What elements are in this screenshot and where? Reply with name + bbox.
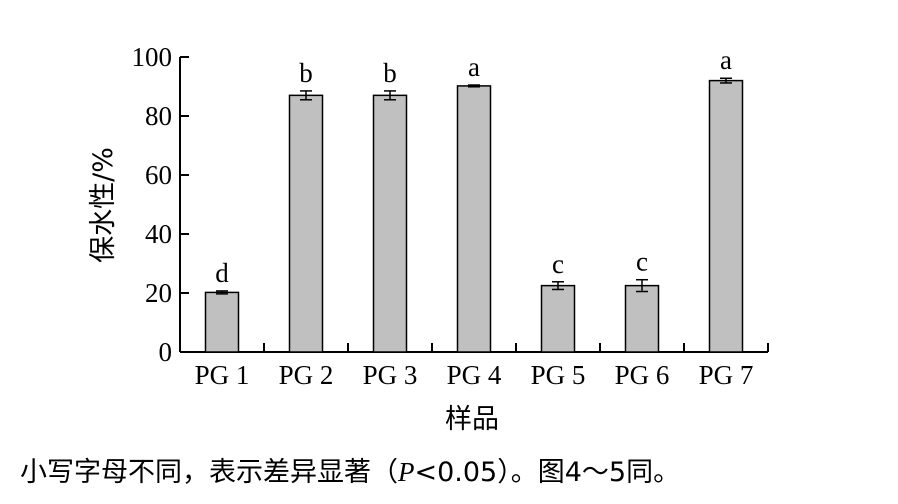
y-tick-label: 80 bbox=[145, 101, 172, 131]
y-axis: 0 20 40 60 80 100 bbox=[132, 42, 189, 367]
p-symbol: P bbox=[398, 457, 415, 487]
bar bbox=[708, 79, 744, 353]
bars: d b b a c c a bbox=[204, 45, 744, 353]
significance-letter: a bbox=[468, 52, 480, 82]
bar bbox=[624, 284, 660, 353]
x-tick-label: PG 7 bbox=[699, 360, 754, 390]
x-tick-label: PG 5 bbox=[531, 360, 586, 390]
x-tick-label: PG 4 bbox=[447, 360, 502, 390]
note-text-after: <0.05）。图4～5同。 bbox=[414, 457, 681, 488]
x-axis: PG 1 PG 2 PG 3 PG 4 PG 5 PG 6 PG 7 bbox=[180, 343, 769, 390]
x-tick-label: PG 3 bbox=[363, 360, 418, 390]
x-tick-label: PG 1 bbox=[195, 360, 250, 390]
bar bbox=[288, 94, 324, 353]
bar bbox=[456, 85, 492, 353]
bar bbox=[540, 284, 576, 353]
x-tick-label: PG 6 bbox=[615, 360, 670, 390]
y-tick-label: 60 bbox=[145, 160, 172, 190]
y-axis-title: 保水性/% bbox=[88, 147, 119, 263]
y-tick-label: 20 bbox=[145, 278, 172, 308]
y-tick-label: 0 bbox=[159, 337, 173, 367]
note-text-before: 小写字母不同，表示差异显著（ bbox=[20, 457, 398, 488]
bar bbox=[204, 291, 240, 353]
bar bbox=[372, 94, 408, 353]
figure-note: 小写字母不同，表示差异显著（P<0.05）。图4～5同。 bbox=[20, 452, 880, 492]
significance-letter: b bbox=[383, 58, 397, 88]
significance-letter: a bbox=[720, 45, 732, 75]
significance-letter: b bbox=[299, 58, 313, 88]
significance-letter: c bbox=[636, 247, 648, 277]
y-tick-label: 40 bbox=[145, 219, 172, 249]
x-axis-title: 样品 bbox=[445, 404, 499, 435]
x-tick-label: PG 2 bbox=[279, 360, 334, 390]
significance-letter: c bbox=[552, 249, 564, 279]
significance-letter: d bbox=[215, 258, 229, 288]
y-tick-label: 100 bbox=[132, 42, 173, 72]
